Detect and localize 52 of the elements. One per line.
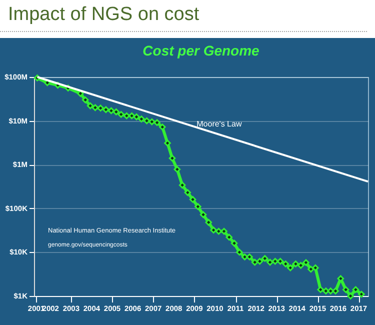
point — [133, 113, 140, 120]
point — [158, 124, 166, 130]
point — [251, 258, 258, 266]
point — [342, 286, 350, 293]
point — [308, 266, 314, 273]
point — [312, 264, 319, 272]
point — [297, 262, 304, 269]
point — [128, 112, 136, 120]
point — [226, 234, 233, 241]
point — [92, 104, 99, 112]
point — [210, 226, 217, 234]
point — [236, 248, 243, 256]
point — [246, 254, 253, 260]
point — [317, 286, 324, 293]
point — [174, 166, 181, 173]
point — [143, 117, 150, 124]
point — [184, 189, 192, 196]
point — [302, 259, 310, 266]
point — [148, 118, 156, 126]
point — [168, 154, 176, 162]
point — [286, 264, 294, 272]
point — [276, 258, 284, 265]
chart-title: Impact of NGS on cost — [0, 0, 367, 32]
point — [261, 255, 268, 262]
point — [292, 260, 300, 268]
point — [266, 258, 274, 266]
point — [102, 106, 110, 114]
point — [205, 218, 212, 226]
point — [164, 140, 171, 146]
point — [332, 288, 339, 294]
point — [178, 182, 186, 189]
point — [194, 203, 202, 210]
point — [220, 228, 228, 235]
point — [230, 240, 238, 247]
point — [138, 116, 145, 122]
chart-subtitle: Cost per Genome — [142, 42, 260, 58]
point — [282, 260, 290, 268]
point — [82, 96, 89, 104]
point — [200, 211, 207, 218]
point — [118, 111, 124, 118]
point — [108, 107, 115, 114]
point — [189, 196, 196, 203]
point — [352, 286, 360, 293]
point — [256, 258, 264, 265]
point — [112, 108, 120, 116]
point — [347, 292, 354, 300]
point — [97, 104, 104, 112]
point — [77, 90, 84, 97]
point — [86, 102, 94, 110]
point — [154, 119, 160, 126]
point — [358, 290, 365, 298]
series-label: Moore's Law — [196, 120, 242, 129]
